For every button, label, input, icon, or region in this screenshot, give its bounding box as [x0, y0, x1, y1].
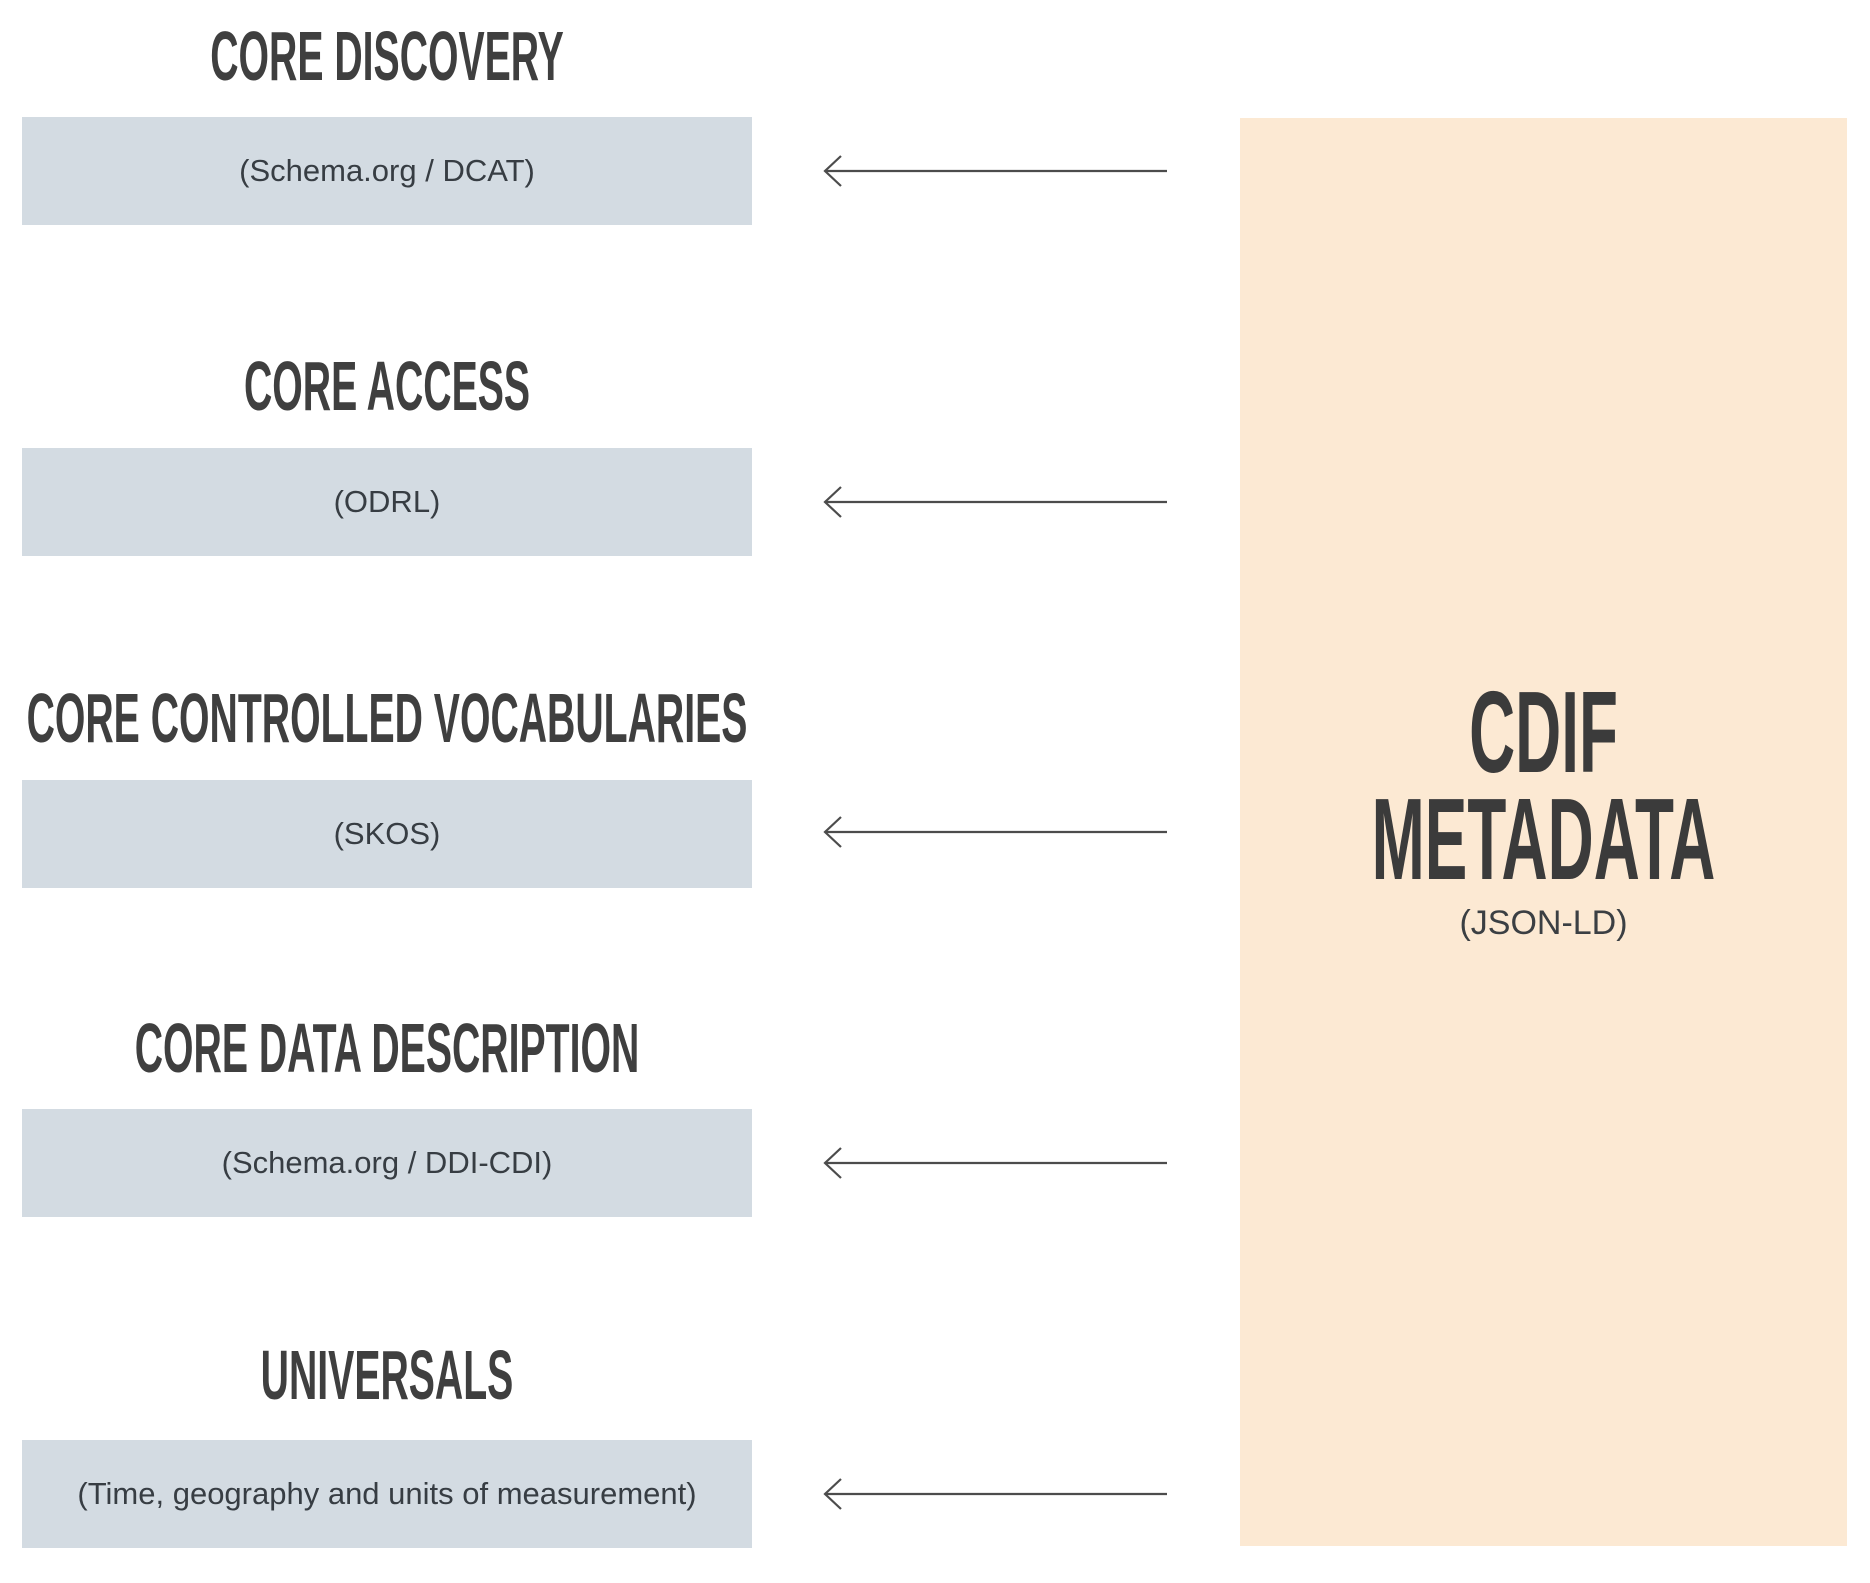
standard-box-universals: (Time, geography and units of measuremen…	[22, 1440, 752, 1548]
section-title-core-data-description: CORE DATA DESCRIPTION	[134, 1009, 640, 1087]
standard-label-core-controlled-vocabularies: (SKOS)	[333, 816, 441, 851]
section-title-core-access: CORE ACCESS	[243, 347, 531, 425]
arrow-left-icon	[823, 816, 1167, 848]
section-title-universals: UNIVERSALS	[260, 1336, 514, 1414]
standard-box-core-access: (ODRL)	[22, 448, 752, 556]
hub-subtitle: (JSON-LD)	[1459, 904, 1628, 942]
arrow-left-icon	[823, 155, 1167, 187]
standard-label-universals: (Time, geography and units of measuremen…	[77, 1476, 697, 1511]
hub-title: CDIF METADATA	[1267, 667, 1821, 904]
arrow-left-icon	[823, 1478, 1167, 1510]
arrow-left-icon	[823, 1147, 1167, 1179]
standard-box-core-controlled-vocabularies: (SKOS)	[22, 780, 752, 888]
section-title-core-controlled-vocabularies: CORE CONTROLLED VOCABULARIES	[26, 679, 748, 757]
section-title-core-discovery: CORE DISCOVERY	[210, 17, 564, 95]
hub-title-line2: METADATA	[1371, 774, 1716, 904]
standard-label-core-access: (ODRL)	[333, 484, 441, 519]
standard-box-core-data-description: (Schema.org / DDI-CDI)	[22, 1109, 752, 1217]
hub-title-line1: CDIF	[1469, 667, 1618, 797]
standard-label-core-discovery: (Schema.org / DCAT)	[239, 153, 535, 188]
hub-box-cdif-metadata: CDIF METADATA (JSON-LD)	[1240, 118, 1847, 1546]
arrow-left-icon	[823, 486, 1167, 518]
standard-box-core-discovery: (Schema.org / DCAT)	[22, 117, 752, 225]
standard-label-core-data-description: (Schema.org / DDI-CDI)	[221, 1145, 553, 1180]
